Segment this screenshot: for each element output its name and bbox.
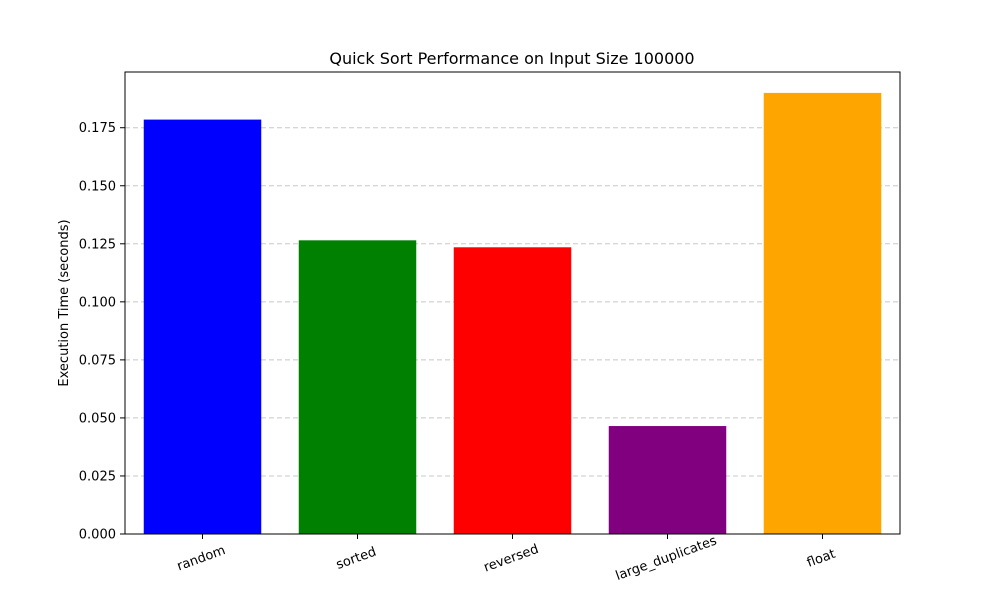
bar-large-duplicates: [608, 426, 727, 534]
x-tick-label: float: [805, 547, 838, 571]
y-tick-label: 0.000: [79, 528, 116, 543]
bar-reversed: [453, 247, 572, 534]
y-tick-label: 0.100: [79, 295, 116, 310]
y-tick-label: 0.075: [79, 353, 116, 368]
y-tick-label: 0.050: [79, 411, 116, 426]
y-axis-ticks: 0.000 0.025 0.050 0.075 0.100 0.125 0.150 0.175: [79, 121, 125, 543]
y-tick-label: 0.175: [79, 121, 116, 136]
x-axis-ticks: random sorted reversed large_duplicates floa…: [175, 533, 838, 584]
x-tick-label: reversed: [482, 542, 541, 576]
bar-layer: [143, 92, 882, 535]
x-tick-label: large_duplicates: [614, 533, 719, 584]
y-tick-label: 0.125: [79, 237, 116, 252]
bar-float: [763, 92, 882, 534]
y-axis-label: Execution Time (seconds): [57, 219, 72, 386]
x-tick-label: random: [175, 543, 228, 574]
y-tick-label: 0.025: [79, 469, 116, 484]
chart-title: Quick Sort Performance on Input Size 100…: [329, 49, 694, 68]
bar-random: [143, 119, 262, 535]
x-tick-label: sorted: [334, 545, 378, 573]
bar-sorted: [298, 240, 417, 534]
y-tick-label: 0.150: [79, 179, 116, 194]
